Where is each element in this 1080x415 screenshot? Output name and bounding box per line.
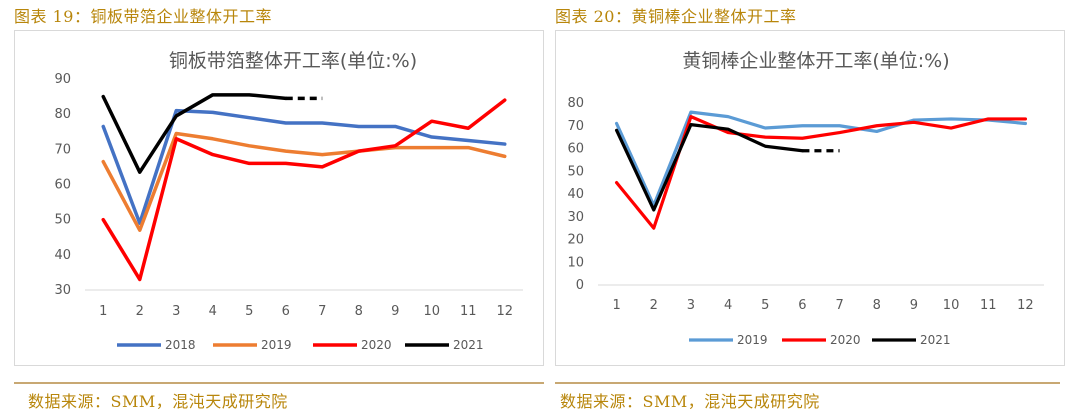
x-tick-label: 3 [687,298,695,313]
series-line-2021 [101,93,288,174]
x-tick-label: 12 [1017,298,1034,313]
x-tick-label: 7 [835,298,843,313]
x-tick-label: 3 [172,304,180,319]
figure-20-rule [555,382,1060,384]
y-tick-label: 0 [576,278,584,293]
series-line-2021 [614,123,805,212]
x-tick-label: 6 [282,304,290,319]
x-tick-label: 4 [724,298,732,313]
x-tick-label: 7 [318,304,326,319]
legend-label-2021: 2021 [920,333,951,347]
chart-19-frame: 铜板带箔整体开工率(单位:%) 30 40 50 60 70 80 90 1 2 3 4 5 6 7 8 9 10… [14,30,544,366]
chart-title: 铜板带箔整体开工率(单位:%) [169,50,417,72]
x-tick-label: 1 [99,304,107,319]
y-tick-label: 80 [54,107,71,122]
legend-label-2018: 2018 [165,338,196,352]
x-tick-label: 11 [980,298,997,313]
chart-20-frame: 黄铜棒企业整体开工率(单位:%) 0 10 20 30 40 50 60 70 80 1 2 3 4 5 6 7… [555,30,1065,366]
series-line-2019 [101,131,507,232]
legend-label-2020: 2020 [830,333,861,347]
y-tick-label: 30 [54,283,71,298]
x-tick-label: 8 [873,298,881,313]
series-line-2018 [101,108,507,225]
x-tick-label: 5 [761,298,769,313]
x-tick-label: 10 [423,304,440,319]
x-tick-label: 2 [650,298,658,313]
x-tick-label: 12 [496,304,513,319]
y-tick-label: 50 [54,213,71,228]
x-tick-label: 8 [355,304,363,319]
x-tick-label: 5 [245,304,253,319]
y-tick-label: 40 [54,248,71,263]
y-tick-label: 90 [54,72,71,87]
legend-label-2019: 2019 [261,338,292,352]
y-tick-label: 30 [567,210,584,225]
legend-label-2019: 2019 [737,333,768,347]
series-line-2020 [101,98,507,282]
x-tick-label: 6 [798,298,806,313]
x-tick-label: 4 [209,304,217,319]
x-tick-label: 2 [136,304,144,319]
legend-label-2021: 2021 [453,338,484,352]
y-tick-label: 50 [567,164,584,179]
y-tick-label: 70 [567,119,584,134]
series-line-2019 [614,110,1028,207]
figure-19-rule [14,382,544,384]
x-tick-label: 10 [943,298,960,313]
figure-19-source: 数据来源：SMM，混沌天成研究院 [28,392,288,411]
x-tick-label: 9 [910,298,918,313]
figure-20-caption: 图表 20：黄铜棒企业整体开工率 [555,7,797,26]
figure-19-caption: 图表 19：铜板带箔企业整体开工率 [14,7,272,26]
x-tick-label: 1 [612,298,620,313]
y-tick-label: 60 [54,178,71,193]
y-tick-label: 60 [567,142,584,157]
x-tick-label: 9 [391,304,399,319]
y-tick-label: 70 [54,142,71,157]
series-line-2020 [614,115,1028,230]
y-tick-label: 80 [567,96,584,111]
chart-title: 黄铜棒企业整体开工率(单位:%) [682,50,949,72]
figure-20-source: 数据来源：SMM，混沌天成研究院 [560,392,820,411]
x-tick-label: 11 [460,304,477,319]
y-tick-label: 10 [567,255,584,270]
legend-label-2020: 2020 [361,338,392,352]
y-tick-label: 40 [567,187,584,202]
y-tick-label: 20 [567,233,584,248]
